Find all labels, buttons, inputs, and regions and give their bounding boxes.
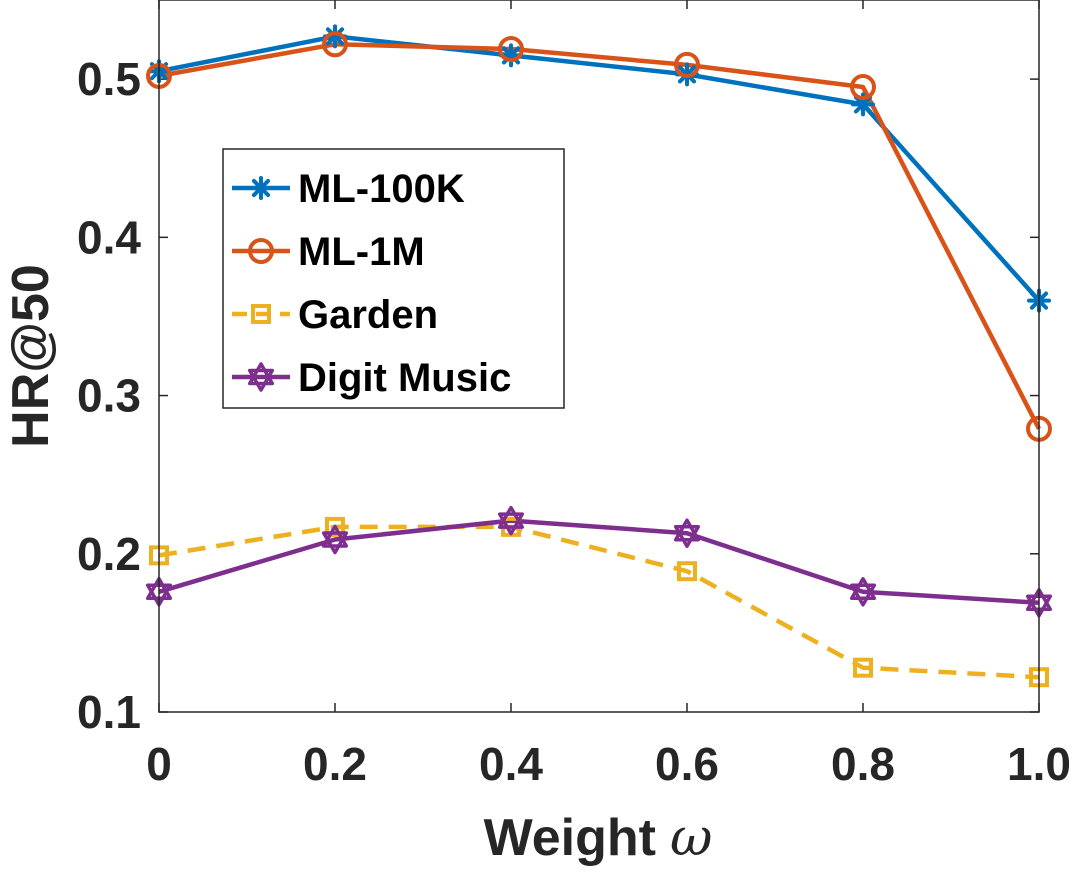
x-axis-label: Weight ω bbox=[484, 808, 713, 868]
y-tick-label: 0.5 bbox=[77, 53, 141, 105]
data-point-ml-1m-3 bbox=[674, 51, 700, 78]
x-tick-labels: 0 0.2 0.4 0.6 0.8 1.0 bbox=[146, 738, 1071, 790]
legend-box bbox=[222, 148, 565, 409]
series-lines bbox=[158, 34, 1042, 680]
data-point-digit-music-1 bbox=[321, 524, 349, 555]
data-point-ml-1m-2 bbox=[498, 36, 524, 63]
y-tick-label: 0.2 bbox=[77, 528, 141, 580]
y-axis-label: HR@50 bbox=[2, 264, 60, 448]
x-tick-label: 1.0 bbox=[1007, 738, 1071, 790]
series-line-ml-100k bbox=[158, 34, 1041, 303]
data-point-garden-1 bbox=[325, 516, 345, 537]
y-tick-labels: 0.1 0.2 0.3 0.4 0.5 bbox=[77, 53, 141, 738]
x-tick-label: 0.6 bbox=[655, 738, 719, 790]
series-line-digit-music bbox=[158, 518, 1040, 606]
legend: ML-100K ML-1M Garden Digit Music bbox=[222, 148, 565, 409]
data-point-digit-music-2 bbox=[497, 505, 525, 536]
legend-item-ml-1m: ML-1M bbox=[232, 230, 425, 274]
data-point-garden-3 bbox=[677, 561, 697, 582]
legend-label: ML-100K bbox=[298, 167, 465, 211]
legend-items: ML-100K ML-1M Garden Digit Music bbox=[232, 167, 511, 400]
legend-marker bbox=[247, 362, 275, 392]
x-tick-label: 0.8 bbox=[831, 738, 895, 790]
legend-label: Digit Music bbox=[298, 356, 511, 400]
x-tick-label: 0.4 bbox=[479, 738, 543, 790]
legend-marker bbox=[248, 238, 274, 264]
axes-box bbox=[158, 0, 1040, 713]
legend-item-garden: Garden bbox=[232, 293, 438, 337]
y-tick-label: 0.4 bbox=[77, 211, 141, 263]
legend-label: Garden bbox=[298, 293, 438, 337]
legend-item-ml-100k: ML-100K bbox=[232, 167, 465, 211]
data-point-digit-music-3 bbox=[673, 518, 701, 548]
x-tick-label: 0.2 bbox=[303, 738, 367, 790]
legend-item-digit-music: Digit Music bbox=[232, 356, 511, 400]
y-tick-label: 0.1 bbox=[77, 686, 141, 738]
legend-marker bbox=[249, 176, 273, 200]
plot-frame bbox=[158, 0, 1040, 713]
y-tick-label: 0.3 bbox=[77, 370, 141, 422]
data-point-ml-1m-1 bbox=[322, 31, 348, 58]
series-line-garden bbox=[158, 524, 1040, 680]
x-axis-label-text: Weight bbox=[484, 809, 656, 867]
x-tick-label: 0 bbox=[146, 738, 172, 790]
data-point-garden-4 bbox=[853, 657, 873, 678]
data-point-digit-music-4 bbox=[849, 577, 877, 607]
legend-marker bbox=[251, 304, 271, 324]
data-point-ml-1m-4 bbox=[850, 74, 876, 101]
omega-symbol: ω bbox=[670, 808, 712, 868]
legend-label: ML-1M bbox=[298, 230, 425, 274]
series-line-ml-1m bbox=[158, 42, 1042, 430]
